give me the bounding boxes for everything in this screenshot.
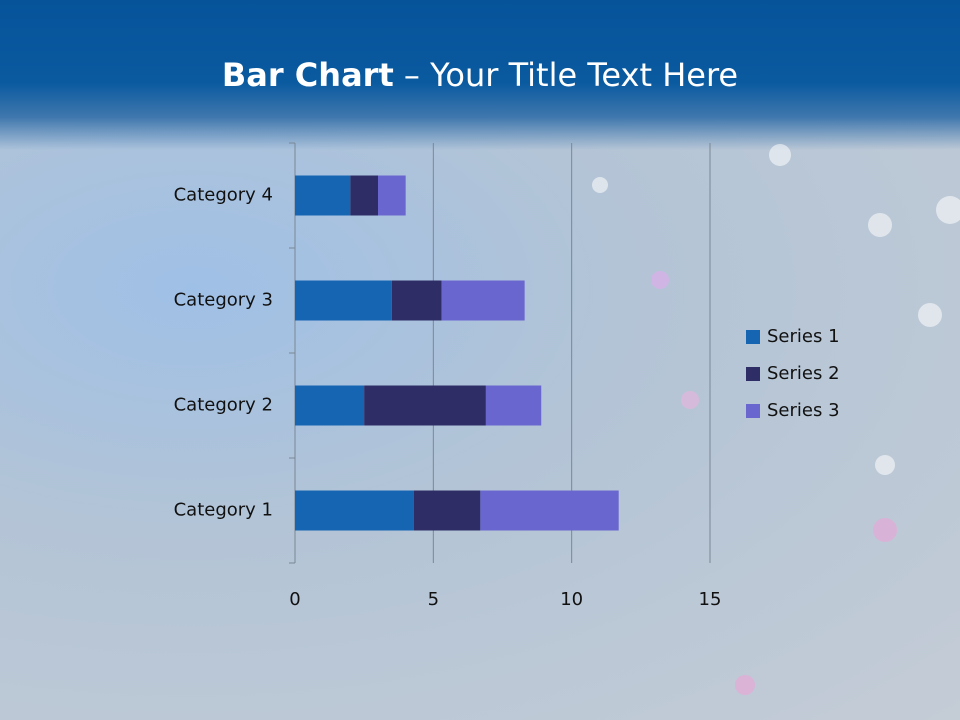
title-rest: – Your Title Text Here [404,56,738,94]
bokeh-dot [735,675,755,695]
bokeh-dot [651,271,669,289]
bar [350,175,378,216]
bokeh-dot [875,455,895,475]
bar [413,490,481,531]
bar [295,385,365,426]
bokeh-dot [873,518,897,542]
bar [480,490,619,531]
bokeh-dot [769,144,791,166]
header-band [0,0,960,150]
bar [391,280,442,321]
x-tick-label: 5 [428,589,439,610]
bokeh-dot [681,391,699,409]
legend-label: Series 2 [767,363,840,384]
bar [295,490,414,531]
y-tick-label: Category 4 [174,185,273,206]
y-tick-label: Category 2 [174,395,273,416]
bar [441,280,525,321]
bokeh-dot [936,196,960,224]
x-tick-label: 0 [289,589,300,610]
x-tick-label: 15 [699,589,722,610]
legend-swatch [746,404,760,418]
bokeh [592,144,960,695]
slide-title: Bar Chart – Your Title Text Here [222,56,738,94]
bar [378,175,406,216]
legend-label: Series 3 [767,400,840,421]
bar [364,385,486,426]
legend-label: Series 1 [767,326,840,347]
bokeh-dot [868,213,892,237]
y-tick-label: Category 1 [174,500,273,521]
bokeh-dot [592,177,608,193]
bokeh-dot [918,303,942,327]
title-bold: Bar Chart [222,56,394,94]
legend-swatch [746,367,760,381]
x-tick-label: 10 [560,589,583,610]
y-tick-label: Category 3 [174,290,273,311]
legend-swatch [746,330,760,344]
bar [295,175,351,216]
bar [295,280,392,321]
bar [485,385,542,426]
